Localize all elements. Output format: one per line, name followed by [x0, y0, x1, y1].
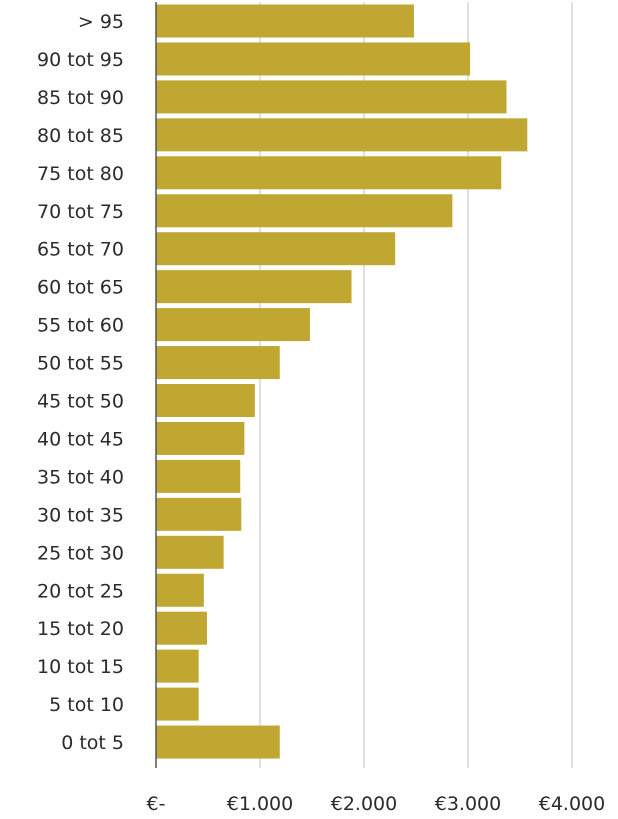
- bar-15-tot-20: [156, 611, 207, 645]
- category-label: 10 tot 15: [37, 656, 124, 678]
- bar-60-tot-65: [156, 270, 352, 304]
- x-tick-label: €1.000: [227, 793, 293, 815]
- category-label: 0 tot 5: [61, 732, 124, 754]
- category-label: 75 tot 80: [37, 163, 124, 185]
- category-label: 70 tot 75: [37, 201, 124, 223]
- bar-85-tot-90: [156, 80, 507, 114]
- category-label: > 95: [78, 11, 124, 33]
- category-label: 25 tot 30: [37, 542, 124, 564]
- bar-10-tot-15: [156, 649, 199, 683]
- bar-45-tot-50: [156, 384, 255, 417]
- bar-20-tot-25: [156, 573, 204, 607]
- bar-35-tot-40: [156, 459, 241, 493]
- category-label: 50 tot 55: [37, 353, 124, 375]
- category-label: 35 tot 40: [37, 466, 124, 488]
- category-label: 15 tot 20: [37, 618, 124, 640]
- x-tick-labels: €- €1.000 €2.000 €3.000 €4.000: [147, 793, 606, 815]
- category-label: 40 tot 45: [37, 428, 124, 450]
- category-label: 60 tot 65: [37, 277, 124, 299]
- bar-80-tot-85: [156, 118, 528, 152]
- category-label: 30 tot 35: [37, 504, 124, 526]
- bar-90-tot-95: [156, 42, 471, 76]
- bar-30-tot-35: [156, 497, 242, 531]
- bar-70-tot-75: [156, 194, 453, 228]
- x-tick-label: €3.000: [435, 793, 501, 815]
- category-label: 55 tot 60: [37, 315, 124, 337]
- category-label: 80 tot 85: [37, 125, 124, 147]
- category-label: 5 tot 10: [49, 694, 124, 716]
- bar-50-tot-55: [156, 346, 280, 380]
- bars: [156, 4, 528, 759]
- category-label: 45 tot 50: [37, 391, 124, 413]
- bar-0-tot-5: [156, 725, 280, 759]
- bar-75-tot-80: [156, 156, 502, 190]
- category-label: 85 tot 90: [37, 87, 124, 109]
- category-label: 90 tot 95: [37, 49, 124, 71]
- x-tick-label: €4.000: [539, 793, 605, 815]
- bar-5-tot-10: [156, 687, 199, 721]
- category-labels: > 95 90 tot 95 85 tot 90 80 tot 85 75 tot 80…: [37, 11, 124, 754]
- x-tick-label: €2.000: [331, 793, 397, 815]
- bar-55-tot-60: [156, 308, 310, 342]
- category-label: 20 tot 25: [37, 580, 124, 602]
- bar-40-tot-45: [156, 421, 245, 455]
- x-tick-label: €-: [147, 793, 166, 815]
- bar-95: [156, 4, 414, 38]
- category-label: 65 tot 70: [37, 239, 124, 261]
- bar-65-tot-70: [156, 232, 396, 266]
- bar-25-tot-30: [156, 535, 224, 569]
- gridlines: [259, 2, 573, 768]
